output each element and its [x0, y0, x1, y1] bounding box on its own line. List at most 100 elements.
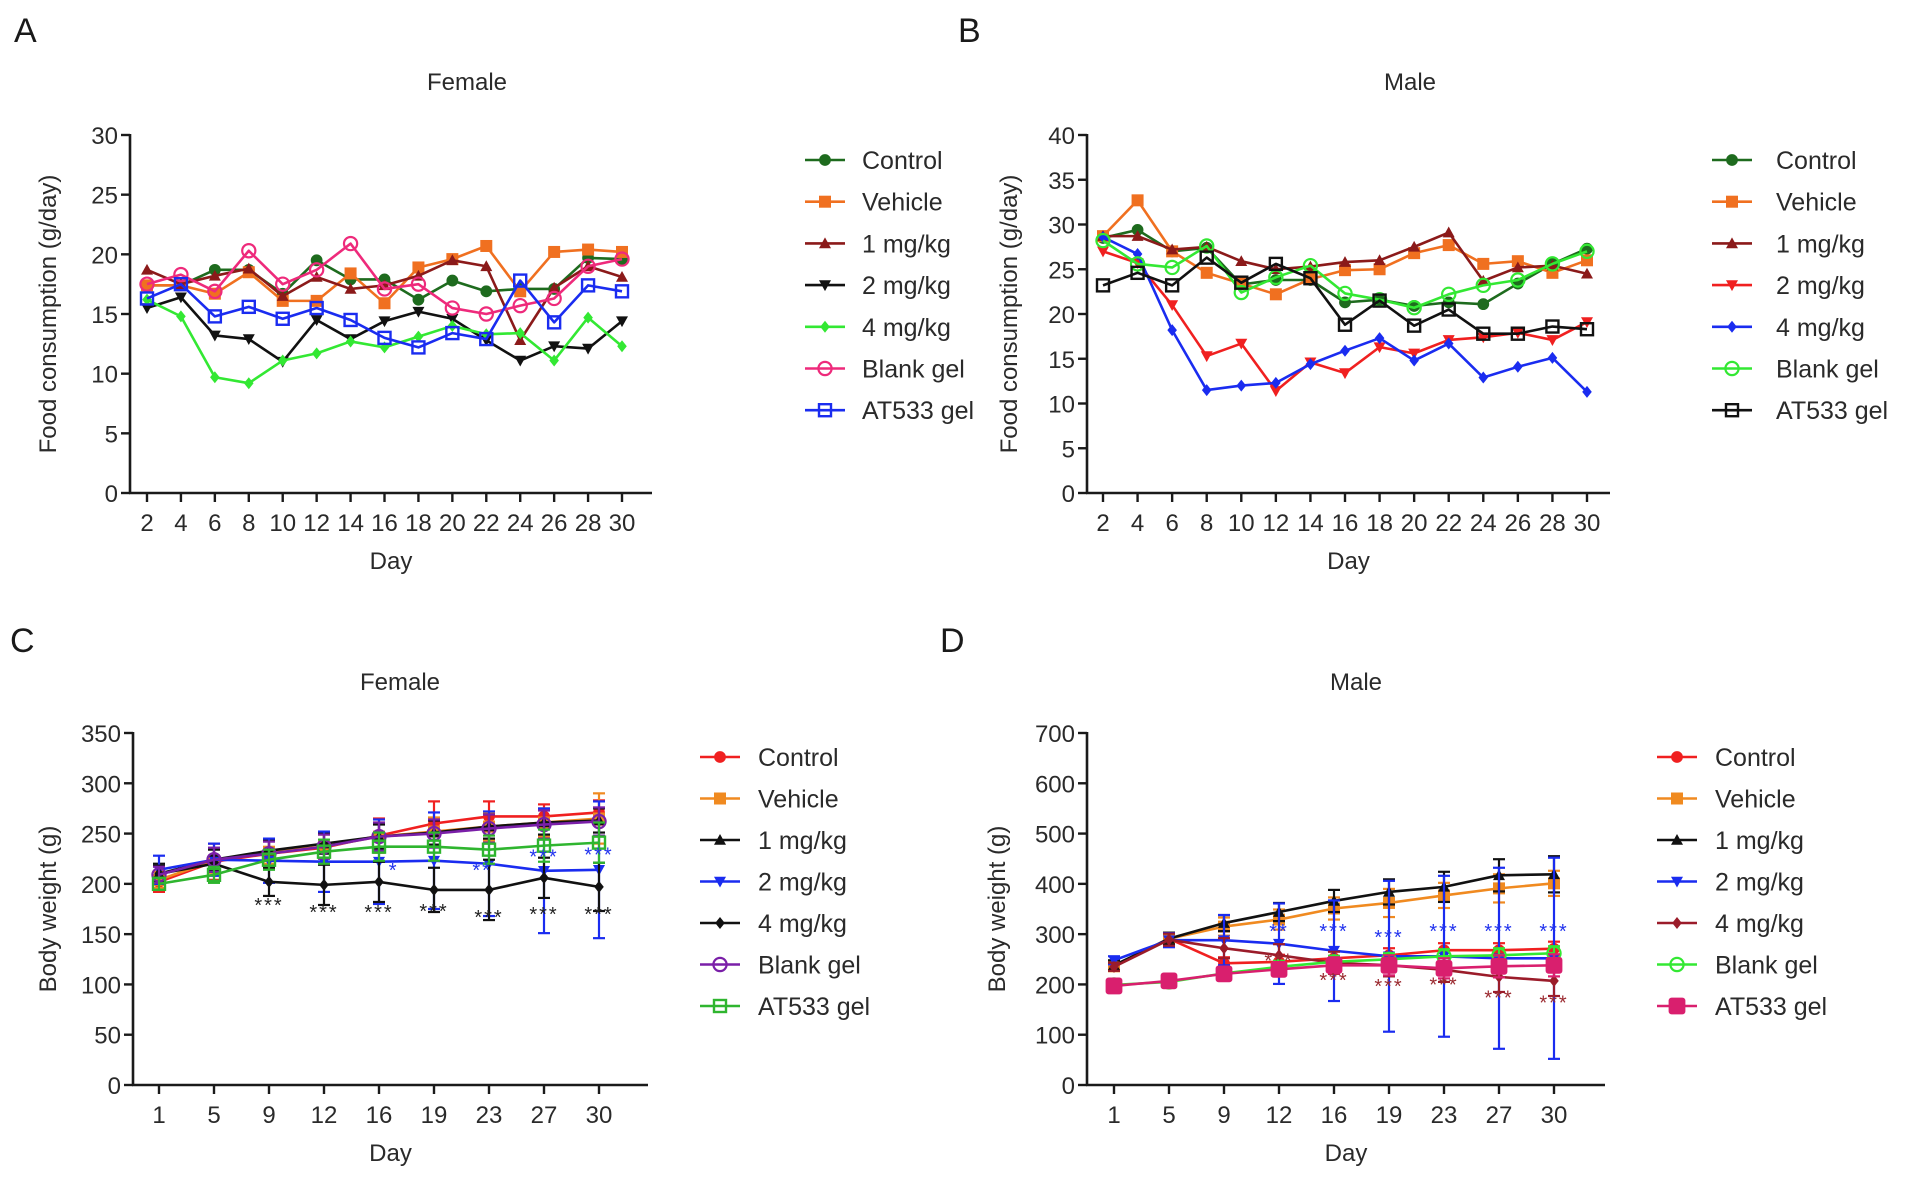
significance-marker: ***: [1429, 921, 1458, 943]
data-point: [308, 262, 325, 278]
y-tick-label: 30: [1048, 213, 1075, 240]
panel-letter: D: [940, 622, 965, 660]
y-tick-label: 150: [81, 922, 121, 949]
legend-marker: [1726, 280, 1738, 292]
data-point: [1339, 264, 1351, 277]
data-point: [1490, 957, 1508, 975]
data-point: [176, 310, 186, 323]
significance-marker: **: [1269, 921, 1289, 943]
legend-marker: [1724, 403, 1740, 418]
data-point: [1095, 278, 1111, 293]
x-tick-label: 27: [531, 1102, 558, 1129]
significance-marker: ***: [1429, 974, 1458, 996]
data-point: [514, 334, 527, 346]
legend-label: AT533 gel: [862, 397, 974, 425]
x-axis-label: Day: [370, 548, 413, 575]
legend-marker: [714, 792, 726, 805]
x-tick-label: 8: [1200, 510, 1213, 537]
data-point: [484, 883, 494, 896]
data-point: [480, 285, 493, 298]
legend-marker: [1724, 360, 1740, 377]
x-tick-label: 12: [303, 510, 330, 537]
data-point: [616, 316, 628, 328]
y-tick-label: 700: [1035, 721, 1075, 748]
data-point: [1268, 256, 1284, 272]
x-tick-label: 16: [366, 1102, 393, 1129]
data-point: [446, 274, 459, 287]
data-point: [1095, 232, 1111, 249]
legend-marker: [1726, 154, 1738, 166]
data-point: [546, 290, 562, 307]
x-tick-label: 6: [1165, 510, 1178, 537]
data-point: [1160, 972, 1178, 990]
x-tick-label: 27: [1486, 1102, 1513, 1129]
data-point: [376, 281, 393, 297]
x-tick-label: 23: [1431, 1102, 1458, 1129]
data-point: [1131, 230, 1144, 241]
data-point: [1442, 226, 1455, 238]
data-point: [241, 243, 257, 259]
data-point: [481, 842, 497, 857]
legend-label: AT533 gel: [1715, 993, 1827, 1021]
panel-letter: A: [14, 12, 37, 50]
y-tick-label: 30: [91, 123, 118, 150]
legend-label: Vehicle: [758, 786, 839, 814]
legend-label: Vehicle: [862, 189, 943, 217]
series-line: [158, 841, 600, 886]
legend-item: Vehicle: [1712, 189, 1857, 217]
legend-marker: [712, 956, 728, 973]
data-point: [1234, 275, 1249, 290]
legend-marker: [1671, 792, 1683, 805]
data-point: [1340, 344, 1350, 357]
data-point: [345, 335, 356, 348]
x-tick-label: 30: [609, 510, 636, 537]
data-point: [480, 260, 493, 272]
data-point: [1215, 965, 1233, 983]
series-blank-gel: [1095, 232, 1595, 316]
data-point: [536, 838, 552, 853]
legend-item: 1 mg/kg: [700, 827, 847, 855]
panel-title: Male: [1384, 69, 1436, 96]
data-point: [141, 303, 153, 315]
series-at533-gel: [139, 273, 630, 355]
x-tick-label: 10: [269, 510, 296, 537]
data-point: [1337, 285, 1353, 302]
y-tick-label: 20: [1048, 302, 1075, 329]
x-tick-label: 2: [140, 510, 153, 537]
data-point: [1546, 335, 1559, 346]
significance-marker: ***: [309, 902, 338, 924]
data-point: [481, 328, 492, 341]
x-tick-label: 12: [1266, 1102, 1293, 1129]
x-tick-label: 16: [371, 510, 398, 537]
data-point: [539, 871, 549, 884]
legend-item: AT533 gel: [700, 993, 870, 1021]
legend-marker: [714, 834, 726, 845]
data-point: [614, 284, 630, 299]
x-tick-label: 12: [1263, 510, 1290, 537]
data-point: [378, 316, 391, 328]
legend-label: 1 mg/kg: [1715, 827, 1804, 855]
data-point: [1477, 257, 1490, 270]
data-point: [374, 875, 384, 888]
data-point: [1130, 265, 1145, 281]
data-point: [1441, 286, 1457, 303]
data-point: [514, 355, 527, 367]
data-point: [1441, 302, 1456, 317]
x-tick-label: 9: [1217, 1102, 1230, 1129]
x-tick-label: 16: [1332, 510, 1359, 537]
data-point: [1544, 256, 1561, 272]
x-axis-label: Day: [369, 1140, 412, 1167]
data-point: [207, 309, 223, 324]
x-tick-label: 5: [1162, 1102, 1175, 1129]
legend-marker: [819, 280, 831, 292]
data-point: [480, 239, 493, 252]
x-tick-label: 1: [152, 1102, 165, 1129]
x-tick-label: 4: [1131, 510, 1144, 537]
data-point: [1166, 243, 1179, 255]
legend-item: AT533 gel: [1657, 993, 1827, 1021]
x-tick-label: 9: [262, 1102, 275, 1129]
data-point: [343, 312, 358, 328]
data-point: [208, 330, 221, 342]
data-point: [478, 306, 494, 322]
data-point: [413, 330, 424, 343]
